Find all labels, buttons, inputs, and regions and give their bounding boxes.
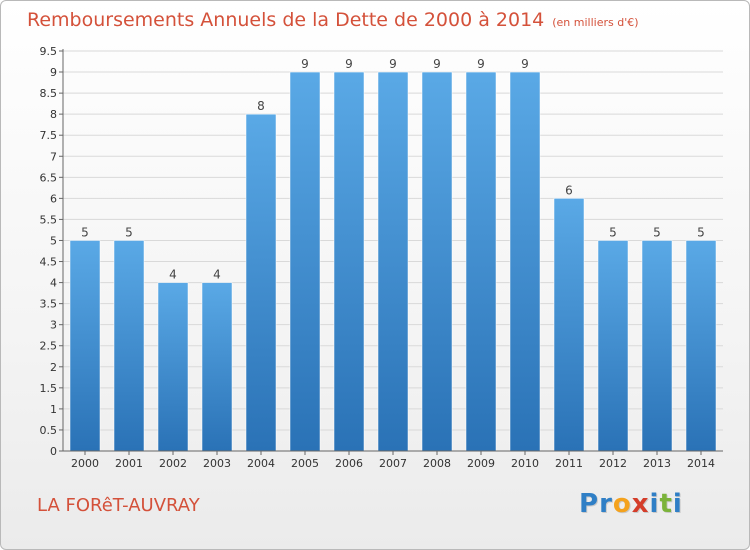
value-label: 5 bbox=[653, 225, 661, 239]
x-tick-label: 2005 bbox=[291, 457, 319, 470]
x-tick-labels: 2000 2001 2002 2003 2004 2005 2006 2007 2008 2009… bbox=[71, 457, 715, 470]
x-tick-label: 2007 bbox=[379, 457, 407, 470]
x-tick-label: 2002 bbox=[159, 457, 187, 470]
value-label: 9 bbox=[301, 57, 309, 71]
value-label: 5 bbox=[697, 225, 705, 239]
x-tick-label: 2013 bbox=[643, 457, 671, 470]
x-tick-label: 2004 bbox=[247, 457, 275, 470]
value-label: 8 bbox=[257, 99, 265, 113]
logo-letter: i bbox=[649, 489, 660, 519]
value-label: 9 bbox=[433, 57, 441, 71]
y-tick-label: 5.5 bbox=[40, 213, 58, 226]
value-label: 9 bbox=[389, 57, 397, 71]
x-tick-label: 2003 bbox=[203, 457, 231, 470]
bar bbox=[641, 240, 673, 452]
chart-title-text: Remboursements Annuels de la Dette de 20… bbox=[27, 9, 545, 31]
bar bbox=[377, 71, 409, 452]
y-tick-label: 5 bbox=[50, 234, 57, 247]
value-label: 4 bbox=[213, 268, 221, 282]
y-tick-label: 4 bbox=[50, 277, 57, 290]
y-tick-label: 6 bbox=[50, 192, 57, 205]
y-tick-label: 7.5 bbox=[40, 129, 58, 142]
proxiti-logo: Proxiti bbox=[579, 489, 683, 519]
y-tick-label: 0 bbox=[50, 445, 57, 458]
y-tick-label: 2 bbox=[50, 361, 57, 374]
x-tick-label: 2000 bbox=[71, 457, 99, 470]
x-tick-label: 2014 bbox=[687, 457, 715, 470]
value-label: 6 bbox=[565, 183, 573, 197]
bar bbox=[465, 71, 497, 452]
logo-letter: P bbox=[579, 489, 600, 519]
bar bbox=[685, 240, 717, 452]
commune-name: LA FORêT-AUVRAY bbox=[37, 495, 200, 516]
value-label: 9 bbox=[521, 57, 529, 71]
y-tick-label: 3 bbox=[50, 319, 57, 332]
y-tick-labels: 0 0.5 1 1.5 2 2.5 3 3.5 4 4.5 5 5.5 6 6.5 7 7.5 8 8.5 9 9.5 bbox=[40, 45, 58, 458]
bar bbox=[553, 198, 585, 452]
bar bbox=[289, 71, 321, 452]
y-tick-label: 9 bbox=[50, 66, 57, 79]
y-tick-label: 8 bbox=[50, 108, 57, 121]
bar bbox=[69, 240, 101, 452]
axes bbox=[62, 49, 723, 455]
x-tick-label: 2011 bbox=[555, 457, 583, 470]
y-tick-label: 0.5 bbox=[40, 424, 58, 437]
x-tick-label: 2001 bbox=[115, 457, 143, 470]
x-tick-label: 2008 bbox=[423, 457, 451, 470]
value-label: 5 bbox=[81, 225, 89, 239]
bar bbox=[201, 282, 233, 452]
bars bbox=[69, 71, 717, 452]
y-tick-label: 1 bbox=[50, 403, 57, 416]
y-tick-label: 3.5 bbox=[40, 298, 58, 311]
bar bbox=[113, 240, 145, 452]
logo-letter: t bbox=[659, 489, 673, 519]
bar bbox=[245, 113, 277, 452]
logo-letter: o bbox=[612, 489, 632, 519]
y-tick-label: 8.5 bbox=[40, 87, 58, 100]
chart-title: Remboursements Annuels de la Dette de 20… bbox=[27, 9, 639, 31]
value-labels: 5 5 4 4 8 9 9 9 9 9 9 6 5 5 5 bbox=[81, 57, 705, 282]
unit-note: (en milliers d'€) bbox=[552, 16, 639, 29]
logo-letter: r bbox=[599, 489, 613, 519]
value-label: 4 bbox=[169, 268, 177, 282]
logo-letter: i bbox=[672, 489, 683, 519]
bar bbox=[509, 71, 541, 452]
y-tick-label: 1.5 bbox=[40, 382, 58, 395]
bar bbox=[421, 71, 453, 452]
x-tick-label: 2012 bbox=[599, 457, 627, 470]
y-tick-label: 6.5 bbox=[40, 171, 58, 184]
value-label: 5 bbox=[609, 225, 617, 239]
x-tick-label: 2009 bbox=[467, 457, 495, 470]
y-tick-label: 2.5 bbox=[40, 340, 58, 353]
x-tick-label: 2006 bbox=[335, 457, 363, 470]
logo-letter: x bbox=[631, 489, 650, 519]
value-label: 9 bbox=[345, 57, 353, 71]
value-label: 9 bbox=[477, 57, 485, 71]
y-tick-label: 9.5 bbox=[40, 45, 58, 58]
bar bbox=[157, 282, 189, 452]
y-tick-label: 7 bbox=[50, 150, 57, 163]
value-label: 5 bbox=[125, 225, 133, 239]
bar bbox=[597, 240, 629, 452]
y-tick-label: 4.5 bbox=[40, 256, 58, 269]
bar bbox=[333, 71, 365, 452]
x-tick-label: 2010 bbox=[511, 457, 539, 470]
